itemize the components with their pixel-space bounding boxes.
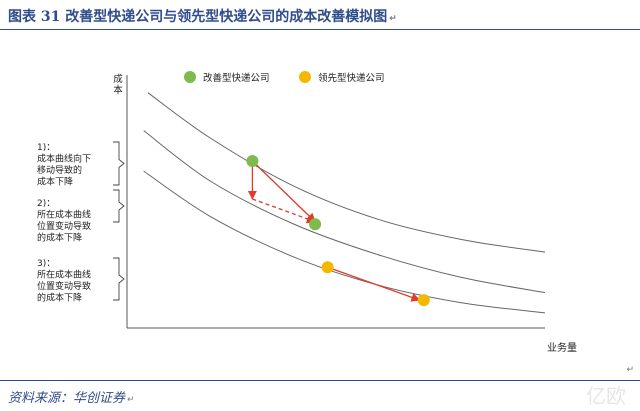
arrows [247,160,421,302]
data-points [246,155,430,307]
source-bar: 资料来源：华创证券 ↵ [0,380,640,411]
source-note: 资料来源：华创证券 ↵ [8,387,135,406]
annotation-line: 2)： [37,199,55,209]
cost-curve-middle [143,130,546,294]
annotation-line: 的成本下降 [37,292,82,304]
paragraph-mark-icon: ↵ [127,395,135,405]
legend-label-2: 领先型快递公司 [318,72,385,84]
point-improve-start [246,155,259,168]
annotation-line: 移动导致的 [37,164,82,176]
arrow-4 [327,266,421,302]
x-axis-label: 业务量 [547,341,577,354]
annotation-3: 3)：所在成本曲线位置变动导致的成本下降 [37,259,91,304]
figure-title: 图表 31 改善型快递公司与领先型快递公司的成本改善模拟图 ↵ [8,6,397,26]
cost-curves [143,92,546,314]
paragraph-mark-icon: ↵ [626,365,634,375]
annotation-line: 位置变动导致 [37,220,91,232]
annotation-line: 的成本下降 [37,232,82,244]
legend-marker-1 [184,71,196,83]
annotation-line: 所在成本曲线 [37,269,91,281]
title-bar: 图表 31 改善型快递公司与领先型快递公司的成本改善模拟图 ↵ [0,0,640,30]
point-improve-end [309,218,322,231]
point-leader-end [417,294,430,307]
annotation-line: 所在成本曲线 [37,209,91,221]
axes: 业务量 成本 [113,73,577,354]
arrow-1 [251,160,316,223]
bracket-2 [113,189,125,223]
legend-marker-2 [299,71,311,83]
cost-curve-top [147,92,546,253]
annotation-1: 1)：成本曲线向下移动导致的成本下降 [37,143,91,188]
annotation-line: 1)： [37,143,55,153]
annotation-line: 成本下降 [37,176,73,188]
cost-curve-bottom [143,170,546,314]
bracket-1 [113,141,125,186]
legend-label-1: 改善型快递公司 [203,72,270,84]
bracket-3 [113,257,125,301]
annotation-line: 3)： [37,259,55,269]
arrow-3 [252,198,316,224]
figure-title-text: 图表 31 改善型快递公司与领先型快递公司的成本改善模拟图 [8,9,388,25]
annotation-line: 成本曲线向下 [37,153,91,165]
y-axis-label: 成本 [113,73,123,96]
source-text: 资料来源：华创证券 [8,391,126,406]
annotation-2: 2)：所在成本曲线位置变动导致的成本下降 [37,199,91,244]
annotation-brackets [113,141,125,301]
legend: 改善型快递公司 领先型快递公司 [184,71,385,84]
annotation-line: 位置变动导致 [37,280,91,292]
point-leader-start [321,261,334,274]
paragraph-mark-icon: ↵ [389,14,397,24]
watermark-logo: 亿欧 [586,384,626,408]
annotations: 1)：成本曲线向下移动导致的成本下降2)：所在成本曲线位置变动导致的成本下降3)… [37,143,91,304]
